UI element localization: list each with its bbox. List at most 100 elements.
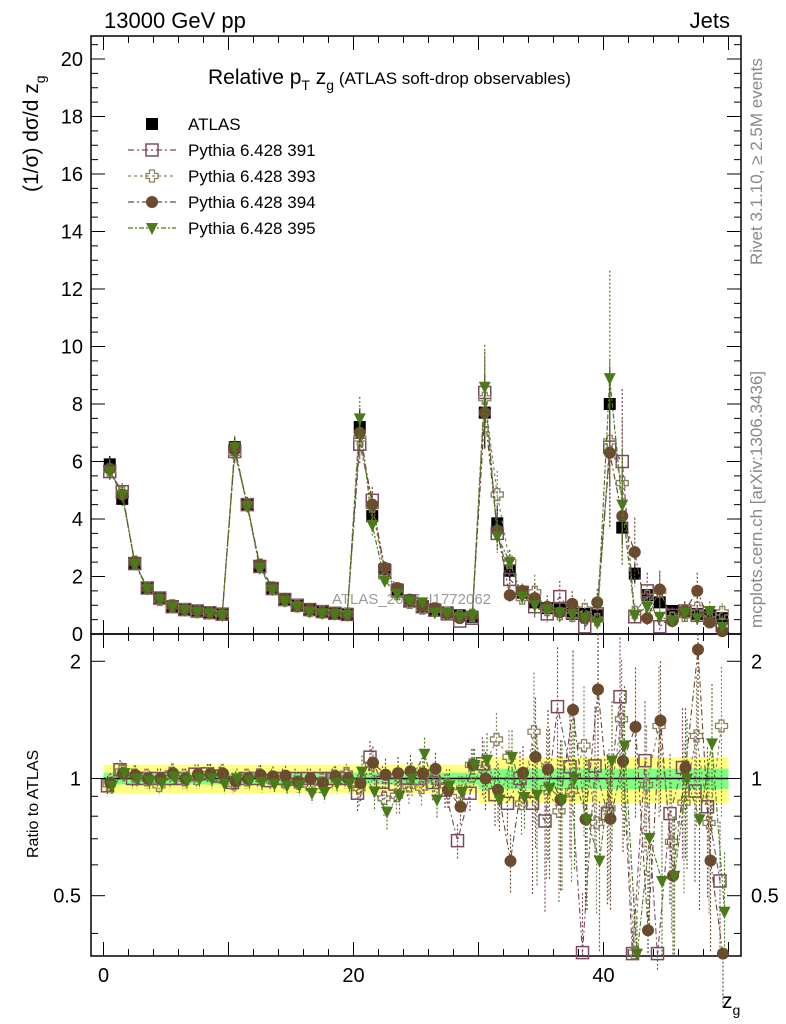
chart-title-pre: Relative p xyxy=(208,66,301,89)
data-point-p394 xyxy=(691,584,704,597)
ratio-point-p395 xyxy=(543,783,556,796)
x-tick-label: 20 xyxy=(342,965,364,987)
data-point-p394 xyxy=(603,446,616,459)
ratio-point-p395 xyxy=(556,794,568,807)
chart-title-mid: z xyxy=(310,66,326,89)
main-y-tick-label: 14 xyxy=(61,222,83,244)
data-point-p395 xyxy=(528,600,541,613)
ratio-point-p394 xyxy=(304,772,317,785)
chart-title-post: (ATLAS soft-drop observables) xyxy=(334,69,571,88)
ratio-point-p395 xyxy=(218,778,231,791)
ratio-point-p391 xyxy=(550,699,565,714)
ratio-point-p395 xyxy=(331,778,343,791)
data-point-p395 xyxy=(453,611,466,624)
ratio-point-p394 xyxy=(592,683,604,696)
ratio-point-p394 xyxy=(279,769,292,782)
ratio-point-p395 xyxy=(181,775,193,788)
data-point-p395 xyxy=(553,607,566,620)
ratio-y-tick-label: 2 xyxy=(751,651,762,673)
ratio-y-tick-label: 1 xyxy=(70,768,81,790)
ratio-point-p394 xyxy=(617,755,629,768)
ratio-point-p395 xyxy=(531,789,543,802)
ratio-point-p394 xyxy=(317,776,329,789)
data-point-p395 xyxy=(216,610,229,623)
ratio-point-p395 xyxy=(118,768,131,781)
ratio-point-p393 xyxy=(664,835,679,849)
data-point-p395 xyxy=(103,466,116,479)
ratio-point-p393 xyxy=(577,738,591,753)
ratio-point-p395 xyxy=(618,740,631,753)
data-point-p393 xyxy=(628,605,642,620)
ratio-point-p395 xyxy=(131,773,143,786)
ratio-point-p394 xyxy=(417,767,429,780)
ratio-point-p394 xyxy=(529,750,542,763)
ratio-point-p394 xyxy=(379,768,392,781)
main-y-tick-label: 16 xyxy=(61,164,83,186)
ratio-point-p395 xyxy=(206,773,218,786)
ratio-y-tick-label: 1 xyxy=(751,768,762,790)
ratio-point-p395 xyxy=(356,766,368,779)
ratio-point-p393 xyxy=(414,780,429,795)
ratio-point-p391 xyxy=(663,806,677,821)
ratio-point-p395 xyxy=(281,780,293,793)
data-point-p394 xyxy=(591,596,604,609)
data-point-p395 xyxy=(391,588,404,601)
ratio-point-p395 xyxy=(468,759,481,772)
ratio-point-p395 xyxy=(593,855,606,868)
data-point-p394 xyxy=(653,583,666,596)
data-point-p395 xyxy=(428,607,441,620)
ratio-point-p391 xyxy=(538,814,552,828)
ratio-frame-box xyxy=(90,633,742,957)
legend-marker-p395 xyxy=(146,223,158,235)
ratio-point-p395 xyxy=(143,775,156,788)
data-point-p395 xyxy=(341,610,354,623)
ratio-point-p395 xyxy=(293,780,306,793)
ratio-point-p391 xyxy=(613,689,627,704)
series-line-p395 xyxy=(109,378,723,628)
data-point-p395 xyxy=(403,595,416,608)
ratio-point-p395 xyxy=(443,780,456,793)
ratio-point-p395 xyxy=(643,832,656,845)
data-point-p395 xyxy=(691,613,704,626)
ratio-point-p395 xyxy=(631,948,643,961)
ratio-point-p395 xyxy=(193,773,206,786)
main-y-tick-label: 20 xyxy=(61,49,83,71)
data-point-p395 xyxy=(128,558,141,571)
data-point-p395 xyxy=(228,442,241,455)
x-axis-label: zg xyxy=(722,990,740,1018)
chart-title-sub1: T xyxy=(301,77,310,93)
data-point-p395 xyxy=(241,501,254,514)
ratio-point-p393 xyxy=(614,712,629,726)
ratio-point-p391 xyxy=(713,874,727,888)
ratio-point-p395 xyxy=(481,754,493,767)
data-point-p395 xyxy=(316,608,329,621)
ratio-y-tick-label: 0.5 xyxy=(53,886,81,908)
data-point-p391 xyxy=(553,589,567,604)
mcplots-label: mcplots.cern.ch [arXiv:1306.3436] xyxy=(747,371,766,628)
ratio-point-p395 xyxy=(106,780,118,793)
data-point-p394 xyxy=(503,589,516,602)
ratio-point-p394 xyxy=(679,761,692,774)
y-axis-label-main-sub: g xyxy=(32,75,48,83)
legend-marker-p393 xyxy=(145,169,159,183)
data-point-p394 xyxy=(703,616,716,629)
ratio-point-p394 xyxy=(479,772,492,785)
ratio-plot-frame: 0 20 40 0.5 0.5 1 1 2 2 xyxy=(53,633,779,987)
main-y-tick-label: 0 xyxy=(72,624,83,646)
data-point-p395 xyxy=(191,606,204,619)
data-point-p393 xyxy=(478,391,492,405)
data-point-p394 xyxy=(353,426,366,439)
ratio-point-p394 xyxy=(504,855,517,868)
ratio-point-p395 xyxy=(518,791,531,804)
ratio-point-p391 xyxy=(525,796,540,811)
main-y-tick-label: 12 xyxy=(61,279,83,301)
legend-label-atlas: ATLAS xyxy=(188,115,241,134)
ratio-point-p394 xyxy=(567,703,579,716)
legend-marker-atlas xyxy=(146,118,158,130)
data-point-p395 xyxy=(641,601,654,614)
ratio-point-p395 xyxy=(243,775,256,788)
data-point-p395 xyxy=(378,575,391,588)
data-point-p395 xyxy=(716,621,729,634)
ratio-point-p395 xyxy=(381,806,393,819)
ratio-point-p395 xyxy=(456,787,468,800)
